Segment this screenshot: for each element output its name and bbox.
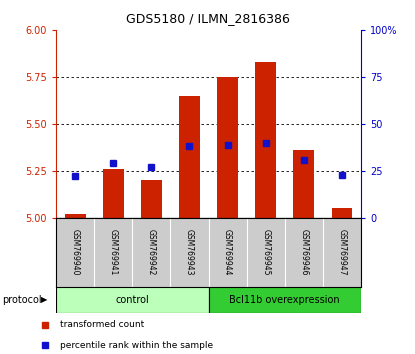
Bar [56, 287, 209, 313]
Text: GSM769946: GSM769946 [299, 229, 308, 275]
Text: GSM769945: GSM769945 [261, 229, 270, 275]
Bar [103, 169, 124, 218]
Text: Bcl11b overexpression: Bcl11b overexpression [229, 295, 340, 305]
Text: control: control [115, 295, 149, 305]
Text: ▶: ▶ [41, 296, 47, 304]
Bar [179, 96, 200, 218]
Bar [255, 62, 276, 218]
Bar [293, 150, 314, 218]
Text: GSM769947: GSM769947 [337, 229, 347, 275]
Bar [141, 180, 162, 218]
Bar [209, 287, 361, 313]
Text: GSM769943: GSM769943 [185, 229, 194, 275]
Text: GSM769941: GSM769941 [109, 229, 118, 275]
Bar [217, 77, 238, 218]
Text: transformed count: transformed count [60, 320, 144, 329]
Bar [65, 214, 85, 218]
Text: GSM769940: GSM769940 [71, 229, 80, 275]
Text: GSM769944: GSM769944 [223, 229, 232, 275]
Bar [332, 209, 352, 218]
Text: protocol: protocol [2, 295, 42, 305]
Text: percentile rank within the sample: percentile rank within the sample [60, 341, 213, 349]
Text: GSM769942: GSM769942 [147, 229, 156, 275]
Text: GDS5180 / ILMN_2816386: GDS5180 / ILMN_2816386 [126, 12, 289, 25]
